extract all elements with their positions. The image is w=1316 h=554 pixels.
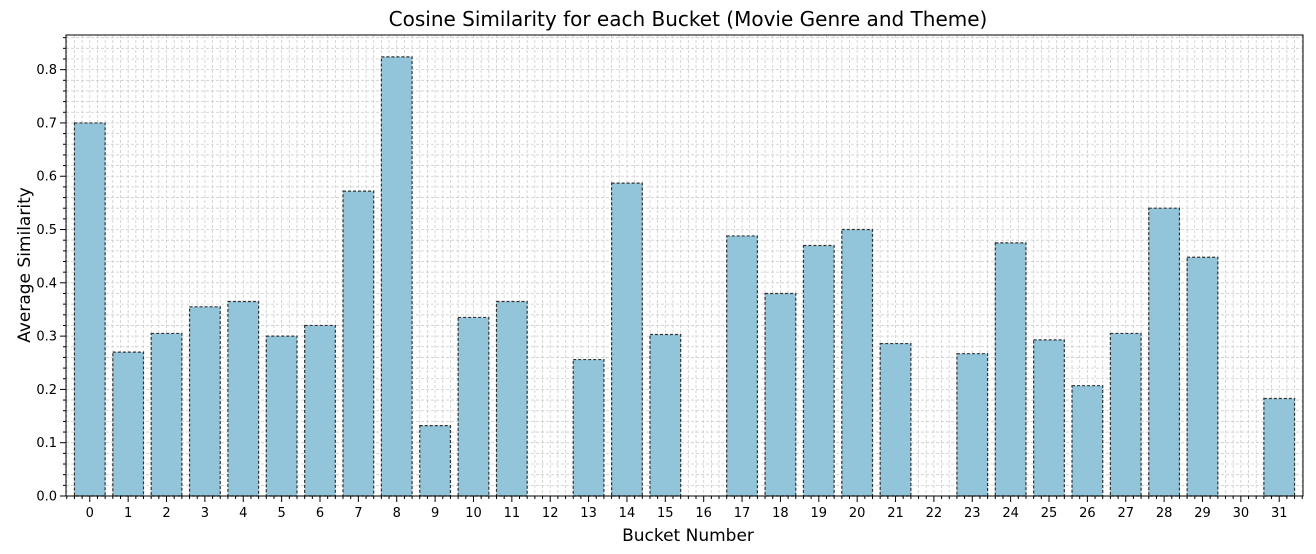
bar-11 xyxy=(495,300,528,497)
bar-25 xyxy=(1033,339,1065,497)
bar-28 xyxy=(1148,207,1181,497)
bar-6 xyxy=(304,324,336,497)
y-tick-label: 0.6 xyxy=(36,170,57,185)
bar-18 xyxy=(764,292,797,497)
bar-27 xyxy=(1109,332,1142,497)
x-tick-label: 20 xyxy=(849,506,866,521)
x-tick-label: 22 xyxy=(926,506,943,521)
bar-24 xyxy=(994,242,1027,497)
x-tick-label: 26 xyxy=(1079,506,1096,521)
x-tick-label: 25 xyxy=(1041,506,1058,521)
bar-21 xyxy=(879,342,912,497)
bars xyxy=(73,56,1296,497)
bar-14 xyxy=(610,182,643,497)
y-tick-label: 0.8 xyxy=(36,63,57,78)
y-tick-label: 0.2 xyxy=(36,383,57,398)
x-tick-label: 12 xyxy=(542,506,559,521)
chart-title: Cosine Similarity for each Bucket (Movie… xyxy=(389,7,988,31)
bar-0 xyxy=(73,122,106,497)
x-tick-label: 1 xyxy=(124,506,132,521)
y-tick-label: 0.7 xyxy=(36,116,57,131)
x-axis-label: Bucket Number xyxy=(622,526,754,546)
x-tick-label: 6 xyxy=(316,506,324,521)
x-tick-label: 19 xyxy=(811,506,828,521)
y-tick-label: 0.1 xyxy=(36,436,57,451)
x-tick-label: 8 xyxy=(393,506,401,521)
x-tick-label: 9 xyxy=(431,506,439,521)
x-tick-label: 16 xyxy=(695,506,712,521)
bar-20 xyxy=(841,228,874,497)
y-tick-label: 0.0 xyxy=(36,490,57,505)
x-tick-label: 18 xyxy=(772,506,789,521)
bar-31 xyxy=(1263,397,1296,497)
bar-15 xyxy=(649,333,682,497)
bar-3 xyxy=(188,306,221,497)
x-tick-label: 0 xyxy=(86,506,94,521)
bar-26 xyxy=(1071,385,1104,497)
bar-23 xyxy=(956,353,989,497)
y-tick-label: 0.3 xyxy=(36,330,57,345)
x-tick-label: 15 xyxy=(657,506,674,521)
x-tick-label: 5 xyxy=(277,506,285,521)
x-tick-label: 14 xyxy=(619,506,636,521)
x-tick-label: 7 xyxy=(354,506,362,521)
y-axis: 0.0 0.1 0.2 0.3 0.4 0.5 0.6 0.7 0.8 xyxy=(36,37,66,505)
x-tick-label: 21 xyxy=(887,506,904,521)
bar-7 xyxy=(342,190,375,497)
x-tick-label: 30 xyxy=(1233,506,1250,521)
y-axis-label: Average Similarity xyxy=(15,187,35,343)
x-tick-label: 27 xyxy=(1117,506,1134,521)
bar-4 xyxy=(227,300,260,497)
x-tick-label: 2 xyxy=(162,506,170,521)
bar-5 xyxy=(265,335,298,497)
bar-19 xyxy=(802,244,835,497)
bar-2 xyxy=(150,332,183,497)
y-tick-label: 0.5 xyxy=(36,223,57,238)
x-axis: 0 1 2 3 4 5 6 7 8 9 10 11 12 13 14 15 16 17 18 19 20 21 22 23 24… xyxy=(66,496,1303,521)
y-tick-label: 0.4 xyxy=(36,276,57,291)
x-tick-label: 31 xyxy=(1271,506,1288,521)
x-tick-label: 3 xyxy=(201,506,209,521)
bar-17 xyxy=(726,235,759,497)
x-tick-label: 10 xyxy=(465,506,482,521)
x-tick-label: 29 xyxy=(1194,506,1211,521)
bar-1 xyxy=(112,351,145,497)
plot-frame xyxy=(65,34,1304,497)
x-tick-label: 4 xyxy=(239,506,247,521)
x-tick-label: 13 xyxy=(580,506,597,521)
x-tick-label: 17 xyxy=(734,506,751,521)
bar-13 xyxy=(572,358,605,497)
x-tick-label: 24 xyxy=(1002,506,1019,521)
bar-10 xyxy=(457,316,490,497)
bar-8 xyxy=(380,56,413,497)
bar-29 xyxy=(1186,256,1219,497)
bar-9 xyxy=(419,425,452,497)
x-tick-label: 23 xyxy=(964,506,981,521)
x-tick-label: 11 xyxy=(504,506,521,521)
x-tick-label: 28 xyxy=(1156,506,1173,521)
